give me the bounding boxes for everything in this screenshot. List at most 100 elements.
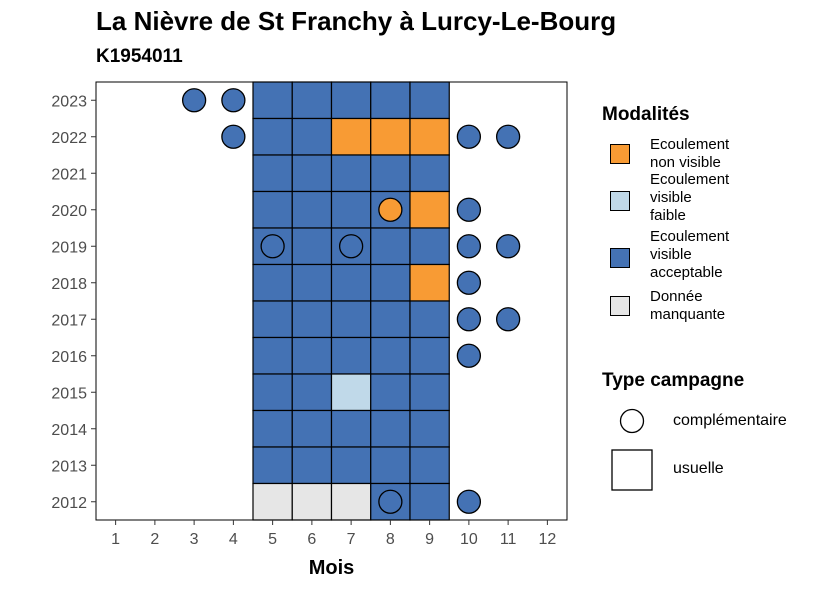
heatmap-tile [330, 263, 372, 302]
legend-swatch-visible-acceptable [610, 248, 630, 268]
chart-subtitle: K1954011 [96, 46, 183, 67]
heatmap-tile [291, 373, 333, 412]
y-tick-label: 2015 [51, 385, 87, 402]
legend-item-visible-faible: Ecoulement visible faible [602, 171, 729, 224]
x-tick-label: 11 [500, 531, 517, 548]
complementaire-point [181, 88, 207, 113]
heatmap-tile [330, 409, 372, 448]
legend-item-donnee-manquante: Donnée manquante [602, 288, 725, 323]
complementaire-point [338, 234, 364, 259]
heatmap-tile [370, 300, 411, 339]
y-tick-label: 2012 [51, 495, 87, 512]
heatmap-tile [291, 409, 333, 448]
heatmap-tile [291, 227, 333, 266]
heatmap-tile [330, 300, 372, 339]
complementaire-point [221, 88, 246, 113]
heatmap-tile [370, 263, 411, 302]
legend-modalites-title: Modalités [602, 104, 690, 125]
y-tick-label: 2020 [51, 203, 87, 220]
legend-swatch-non-visible [610, 144, 630, 164]
heatmap-tile [370, 409, 411, 448]
y-tick-label: 2018 [51, 276, 87, 293]
x-tick-label: 12 [538, 531, 556, 548]
complementaire-point [495, 234, 521, 259]
y-tick-label: 2016 [51, 349, 87, 366]
heatmap-tile [330, 117, 372, 156]
x-tick-label: 6 [307, 531, 316, 548]
heatmap-tile [291, 190, 333, 229]
complementaire-point [221, 124, 246, 149]
heatmap-tile [252, 446, 293, 485]
y-tick-label: 2017 [51, 312, 87, 329]
heatmap-tile [409, 300, 450, 339]
y-tick-label: 2022 [51, 130, 87, 147]
heatmap-tile [330, 446, 372, 485]
legend-label-line: visible [650, 189, 692, 206]
legend-label-line: acceptable [650, 264, 723, 281]
heatmap-tile [291, 300, 333, 339]
heatmap-tile [291, 81, 333, 120]
heatmap-tile [409, 373, 450, 412]
complementaire-point [456, 489, 482, 514]
complementaire-point [456, 197, 482, 222]
legend-label-line: manquante [650, 306, 726, 323]
heatmap-tile [409, 446, 450, 485]
complementaire-point [456, 124, 482, 149]
heatmap-tile [409, 409, 450, 448]
legend-label-line: Ecoulement [650, 228, 730, 245]
heatmap-tile [330, 482, 372, 521]
complementaire-point [456, 234, 482, 259]
heatmap-tile [252, 190, 293, 229]
complementaire-point [456, 307, 482, 332]
legend-label-line: faible [650, 207, 686, 224]
heatmap-tile [370, 117, 411, 156]
complementaire-point [456, 343, 482, 368]
heatmap-tile [409, 190, 450, 229]
heatmap-tile [330, 373, 372, 412]
heatmap-tile [370, 227, 411, 266]
chart-title: La Nièvre de St Franchy à Lurcy-Le-Bourg [96, 6, 617, 36]
legend-type-label: complémentaire [673, 412, 787, 429]
legend-square-icon [611, 449, 653, 491]
complementaire-point [495, 124, 521, 149]
heatmap-tile [409, 482, 450, 521]
heatmap-tile [370, 446, 411, 485]
legend-item-visible-acceptable: Ecoulement visible acceptable [602, 228, 729, 281]
heatmap-tile [409, 81, 450, 120]
heatmap-tile [370, 373, 411, 412]
legend-label-line: Donnée [650, 288, 703, 305]
heatmap-tile [330, 154, 372, 193]
heatmap-tile [291, 154, 333, 193]
legend-label-line: Ecoulement [650, 171, 730, 188]
heatmap-tile [252, 373, 293, 412]
y-tick-label: 2013 [51, 458, 87, 475]
y-tick-label: 2023 [51, 93, 87, 110]
heatmap-tile [252, 117, 293, 156]
legend-swatch-visible-faible [610, 191, 630, 211]
x-tick-label: 8 [386, 531, 395, 548]
heatmap-tile [252, 336, 293, 375]
x-tick-label: 4 [229, 531, 238, 548]
heatmap-tile [330, 336, 372, 375]
x-tick-label: 1 [111, 531, 120, 548]
complementaire-point [260, 234, 285, 259]
heatmap-tile [409, 263, 450, 302]
heatmap-tile [291, 446, 333, 485]
heatmap-tile [370, 336, 411, 375]
heatmap-tile [291, 482, 333, 521]
heatmap-tile [291, 336, 333, 375]
heatmap-tile [409, 336, 450, 375]
heatmap-tile [252, 482, 293, 521]
legend-label-line: Ecoulement [650, 136, 730, 153]
heatmap-tile [409, 227, 450, 266]
heatmap-tile [330, 81, 372, 120]
legend-type-label: usuelle [673, 460, 724, 477]
heatmap-tile [252, 154, 293, 193]
x-tick-label: 2 [150, 531, 159, 548]
heatmap-tile [252, 263, 293, 302]
heatmap-tile [409, 154, 450, 193]
x-axis-title: Mois [309, 557, 355, 579]
legend-swatch-donnee-manquante [610, 296, 630, 316]
heatmap-tile [252, 81, 293, 120]
heatmap-tile [291, 117, 333, 156]
